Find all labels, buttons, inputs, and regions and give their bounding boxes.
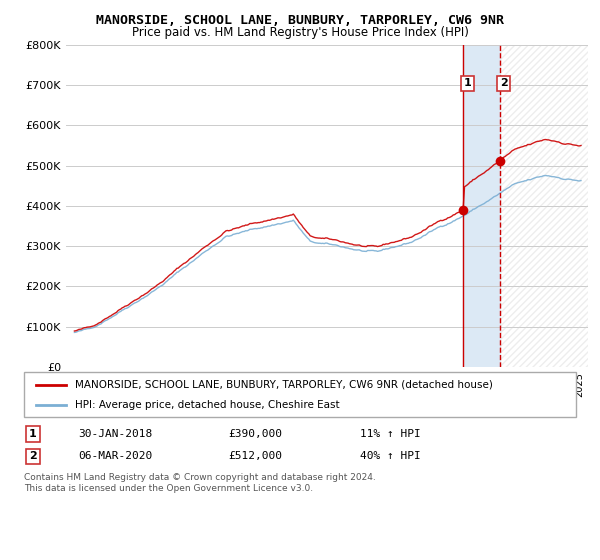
Text: 1: 1 [29,429,37,439]
Text: 06-MAR-2020: 06-MAR-2020 [78,451,152,461]
Text: 11% ↑ HPI: 11% ↑ HPI [360,429,421,439]
Text: 40% ↑ HPI: 40% ↑ HPI [360,451,421,461]
Text: £512,000: £512,000 [228,451,282,461]
Text: 1: 1 [463,78,471,88]
Text: MANORSIDE, SCHOOL LANE, BUNBURY, TARPORLEY, CW6 9NR (detached house): MANORSIDE, SCHOOL LANE, BUNBURY, TARPORL… [75,380,493,390]
Text: Contains HM Land Registry data © Crown copyright and database right 2024.
This d: Contains HM Land Registry data © Crown c… [24,473,376,493]
Bar [463,45,500,367]
Text: 2: 2 [29,451,37,461]
Text: MANORSIDE, SCHOOL LANE, BUNBURY, TARPORLEY, CW6 9NR: MANORSIDE, SCHOOL LANE, BUNBURY, TARPORL… [96,14,504,27]
Text: HPI: Average price, detached house, Cheshire East: HPI: Average price, detached house, Ches… [75,400,340,410]
Text: 30-JAN-2018: 30-JAN-2018 [78,429,152,439]
Text: 2: 2 [500,78,508,88]
Text: Price paid vs. HM Land Registry's House Price Index (HPI): Price paid vs. HM Land Registry's House … [131,26,469,39]
Bar [500,45,588,367]
Text: £390,000: £390,000 [228,429,282,439]
